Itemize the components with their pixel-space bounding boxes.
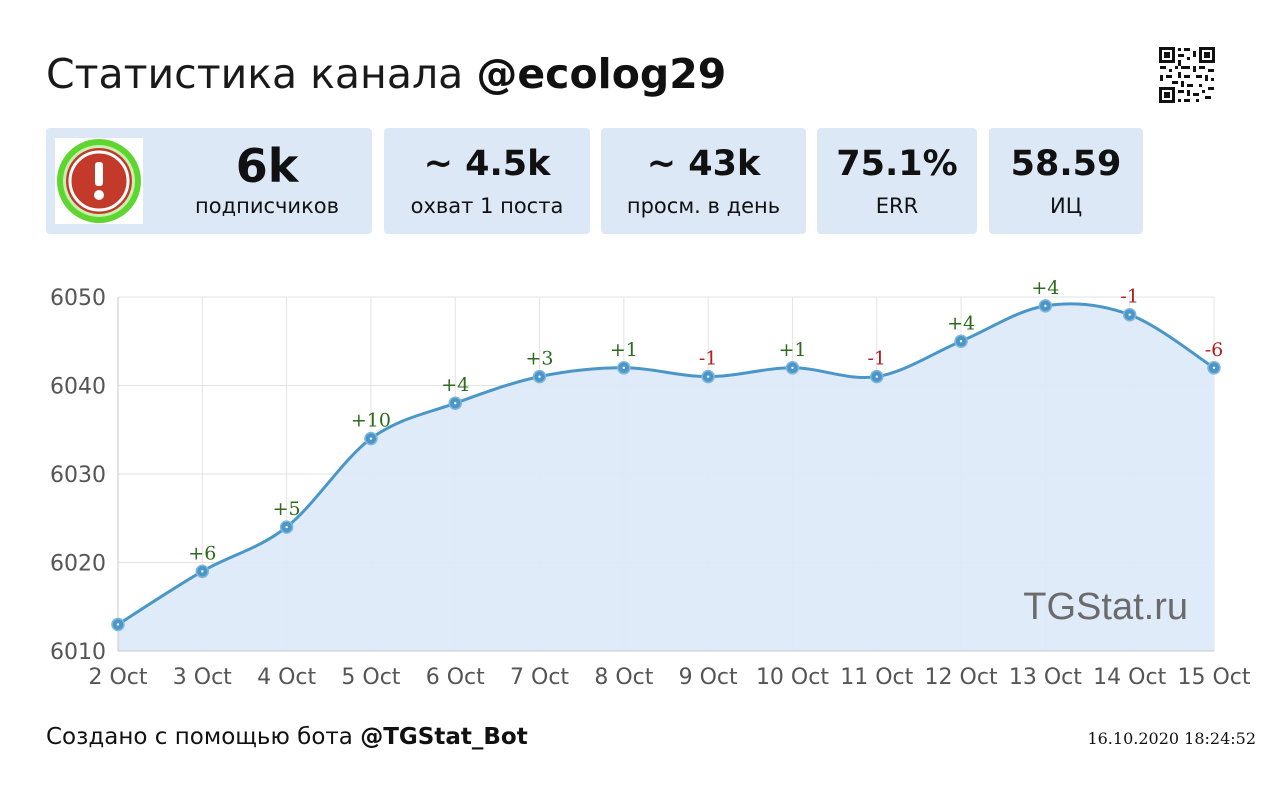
y-tick-label: 6020: [50, 552, 106, 577]
data-point-center: [1128, 314, 1130, 316]
data-label: +4: [1031, 277, 1059, 299]
x-tick-label: 12 Oct: [925, 665, 998, 690]
stat-card-views: ~ 43k просм. в день: [601, 128, 806, 234]
qr-code-icon: [1158, 46, 1216, 104]
stat-value: ~ 4.5k: [384, 144, 590, 184]
x-tick-label: 8 Oct: [594, 665, 653, 690]
x-tick-label: 14 Oct: [1093, 665, 1166, 690]
data-label: +10: [351, 410, 391, 432]
page-title: Статистика канала @ecolog29: [46, 50, 726, 98]
stat-label: ERR: [817, 194, 977, 218]
stat-value: ~ 43k: [601, 144, 806, 184]
stat-label: ИЦ: [989, 194, 1143, 218]
data-point-center: [876, 375, 878, 377]
data-point-center: [707, 375, 709, 377]
data-label: +4: [441, 374, 469, 396]
x-tick-label: 7 Oct: [510, 665, 569, 690]
warning-exclamation-icon: [55, 138, 143, 224]
data-label: -1: [699, 348, 718, 370]
x-tick-label: 3 Oct: [173, 665, 232, 690]
data-point-center: [623, 367, 625, 369]
data-point-center: [791, 367, 793, 369]
data-label: +4: [947, 312, 975, 334]
stat-card-err: 75.1% ERR: [817, 128, 977, 234]
x-tick-label: 13 Oct: [1009, 665, 1082, 690]
watermark: TGStat.ru: [1023, 586, 1188, 628]
x-tick-label: 4 Oct: [257, 665, 316, 690]
data-point-center: [538, 375, 540, 377]
bot-link[interactable]: @TGStat_Bot: [360, 724, 527, 750]
stat-card-ci: 58.59 ИЦ: [989, 128, 1143, 234]
data-point-center: [454, 402, 456, 404]
data-label: +5: [273, 498, 301, 520]
x-tick-label: 11 Oct: [840, 665, 913, 690]
x-tick-label: 2 Oct: [88, 665, 147, 690]
stat-value: 58.59: [989, 144, 1143, 184]
stat-card-reach: ~ 4.5k охват 1 поста: [384, 128, 590, 234]
data-point-center: [117, 623, 119, 625]
data-point-center: [370, 437, 372, 439]
data-point-center: [285, 526, 287, 528]
y-tick-label: 6050: [50, 286, 106, 311]
y-tick-label: 6040: [50, 375, 106, 400]
data-label: +1: [610, 339, 638, 361]
data-label: -6: [1205, 339, 1224, 361]
stat-label: охват 1 поста: [384, 194, 590, 218]
x-tick-label: 6 Oct: [426, 665, 485, 690]
timestamp: 16.10.2020 18:24:52: [1087, 729, 1256, 748]
data-label: -1: [868, 348, 887, 370]
subscribers-chart: TGStat.ru +6 +5 +10 +4 +3 +1 -1 +1 -1 +4 +4 -1 -6 6010…: [0, 270, 1280, 700]
stat-card-subscribers: 6k подписчиков: [46, 128, 372, 234]
y-tick-label: 6030: [50, 463, 106, 488]
footer-prefix: Создано с помощью бота: [46, 724, 353, 750]
x-tick-label: 9 Oct: [679, 665, 738, 690]
data-label: -1: [1120, 286, 1139, 308]
stat-label: подписчиков: [162, 194, 372, 218]
stat-value: 75.1%: [817, 144, 977, 184]
stat-label: просм. в день: [601, 194, 806, 218]
data-point-center: [1044, 305, 1046, 307]
data-label: +3: [526, 348, 554, 370]
data-label: +1: [778, 339, 806, 361]
y-tick-label: 6010: [50, 640, 106, 665]
x-tick-label: 10 Oct: [756, 665, 829, 690]
data-point-center: [1213, 367, 1215, 369]
data-point-center: [201, 570, 203, 572]
x-tick-label: 15 Oct: [1177, 665, 1250, 690]
data-point-center: [960, 340, 962, 342]
channel-handle: @ecolog29: [476, 50, 726, 98]
footer-credit: Создано с помощью бота @TGStat_Bot: [46, 724, 528, 750]
x-tick-label: 5 Oct: [341, 665, 400, 690]
title-prefix: Статистика канала: [46, 50, 463, 98]
data-label: +6: [188, 542, 216, 564]
stat-value: 6k: [162, 139, 372, 193]
